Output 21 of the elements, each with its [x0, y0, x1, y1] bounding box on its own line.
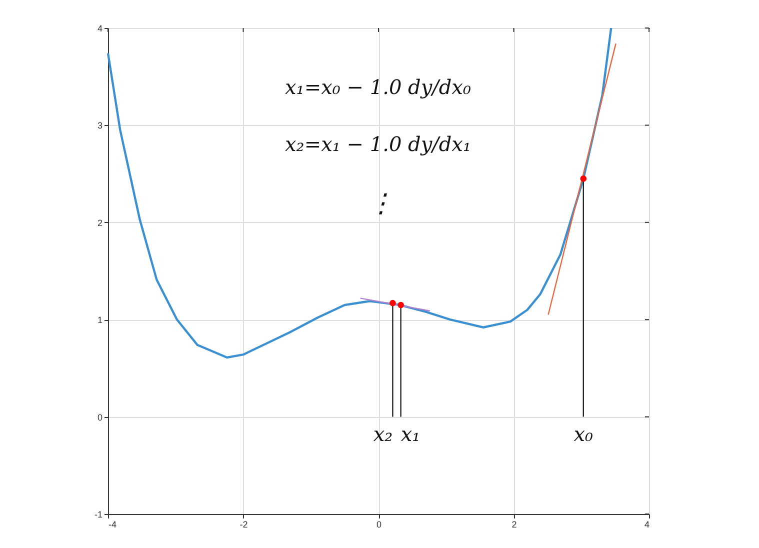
y-tick-label: 1	[97, 315, 102, 326]
x-tick-label: 2	[512, 520, 517, 530]
point	[398, 302, 404, 308]
point	[390, 300, 396, 306]
y-tick-label: 0	[97, 412, 102, 422]
annotation: ⋮	[368, 189, 394, 219]
x-tick-label: -4	[108, 520, 117, 530]
annotation: x₁=x₀ − 1.0 dy/dx₀	[285, 75, 471, 99]
y-tick-label: -1	[94, 510, 102, 520]
annotation: x₀	[574, 422, 594, 446]
y-tick-label: 4	[97, 24, 102, 34]
y-tick-label: 2	[97, 218, 102, 228]
x-tick-label: -2	[240, 520, 248, 530]
annotation: x₂	[373, 422, 393, 446]
x-tick-label: 4	[644, 520, 650, 530]
point	[580, 176, 587, 182]
annotation: x₁	[400, 422, 420, 446]
line-series	[106, 26, 612, 359]
x-tick-label: 0	[376, 520, 382, 530]
y-tick-label: 3	[97, 120, 102, 131]
annotation: x₂=x₁ − 1.0 dy/dx₁	[285, 132, 471, 156]
